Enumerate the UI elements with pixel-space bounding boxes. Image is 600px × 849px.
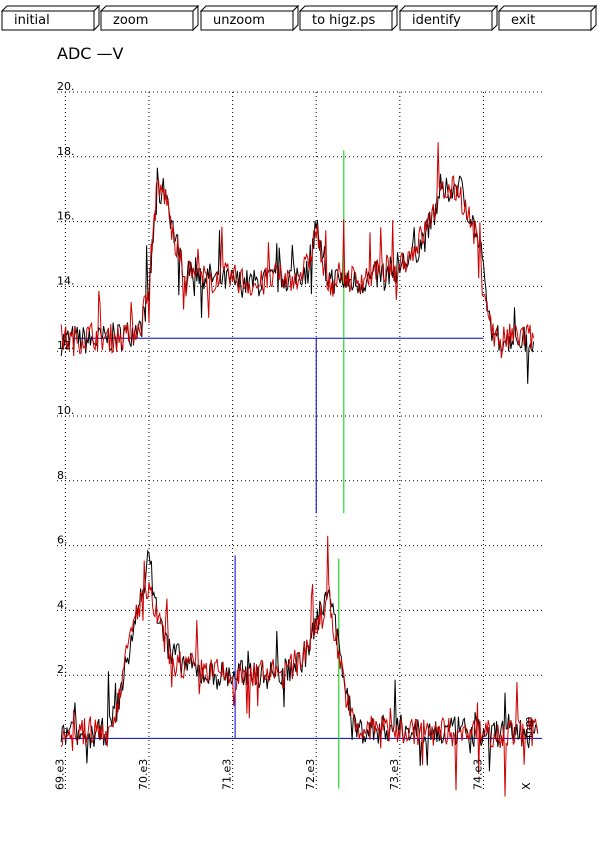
x-tick-label: 72.e3 [304,759,317,790]
series-line [60,535,539,797]
y-tick-label: 10. [57,404,75,417]
x-tick-label: 71.e3 [221,759,234,790]
y-tick-label: 20. [57,80,75,93]
identify-button-label: identify [412,13,461,28]
zoom-button-label: zoom [113,13,149,28]
series-lines [60,142,539,797]
x-tick-label: 69.e3 [53,759,66,790]
grid [57,91,542,790]
zoom-button[interactable]: zoom [99,4,200,32]
y-tick-label: 8. [57,469,68,482]
y-tick-label: 14. [57,274,75,287]
y-tick-label: 18. [57,145,75,158]
initial-button-label: initial [14,13,50,28]
exit-button[interactable]: exit [497,4,598,32]
chart-title: ADC —V [57,44,124,63]
identify-button[interactable]: identify [398,4,499,32]
y-tick-label: 4. [57,598,68,611]
x-tick-label: 73.e3 [388,759,401,790]
y-tick-labels: 2. 4. 6. 8. 10. 12. 14. 16. 18. 20. [57,80,75,676]
exit-button-label: exit [511,13,536,28]
initial-button[interactable]: initial [0,4,101,32]
reference-lines [61,150,542,789]
y-tick-label: 12. [57,339,75,352]
higz-button[interactable]: to higz.ps [298,4,399,32]
unit-label: mm [522,717,535,738]
higz-button-label: to higz.ps [312,13,376,28]
x-tick-label: 74.e3 [471,759,484,790]
y-tick-label: 2. [57,663,68,676]
series-line [60,142,535,359]
y-tick-label: 16. [57,210,75,223]
x-axis-label: X [520,782,533,790]
x-tick-label: 70.e3 [137,759,150,790]
unzoom-button[interactable]: unzoom [199,4,300,32]
x-tick-labels: 69.e3 70.e3 71.e3 72.e3 73.e3 74.e3 [53,759,484,790]
toolbar: initial zoom unzoom to higz.ps identify exit [0,0,600,36]
y-tick-label: 6. [57,534,68,547]
unzoom-button-label: unzoom [213,13,265,28]
